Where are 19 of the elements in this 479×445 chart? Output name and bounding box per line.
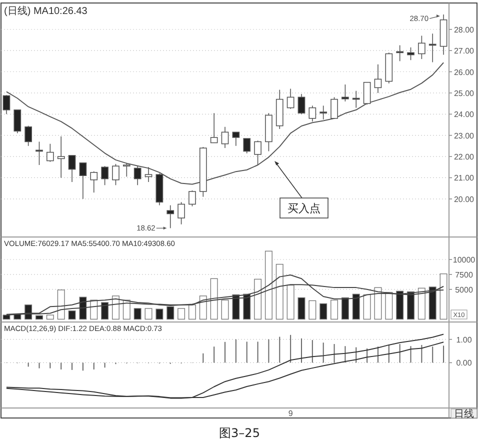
y-tick-label: 1.00 xyxy=(456,335,472,344)
y-tick-label: 22.00 xyxy=(454,152,475,162)
annotation: 买入点 xyxy=(288,202,320,215)
y-tick-label: 25.00 xyxy=(454,88,475,98)
y-tick-label: 24.00 xyxy=(454,110,475,120)
y-tick-label: 23.00 xyxy=(454,131,475,140)
y-tick-label: 0.00 xyxy=(456,358,472,368)
y-tick-label: 28.00 xyxy=(454,25,475,34)
y-tick-label: 21.00 xyxy=(454,174,475,183)
y-tick-label: 27.00 xyxy=(454,46,475,56)
y-tick-label: 20.00 xyxy=(454,194,475,204)
y-tick-label: 26.00 xyxy=(454,68,475,77)
chart-title: (日线) MA10:26.43 xyxy=(4,5,88,17)
x-tick-label: 9 xyxy=(288,409,294,418)
y-tick-label: 5000 xyxy=(455,285,474,294)
caption: 图3–25 xyxy=(219,426,260,440)
text: 日线 xyxy=(454,408,474,420)
y-tick-label: 7500 xyxy=(455,270,474,280)
y-tick-label: 10000 xyxy=(452,255,476,264)
